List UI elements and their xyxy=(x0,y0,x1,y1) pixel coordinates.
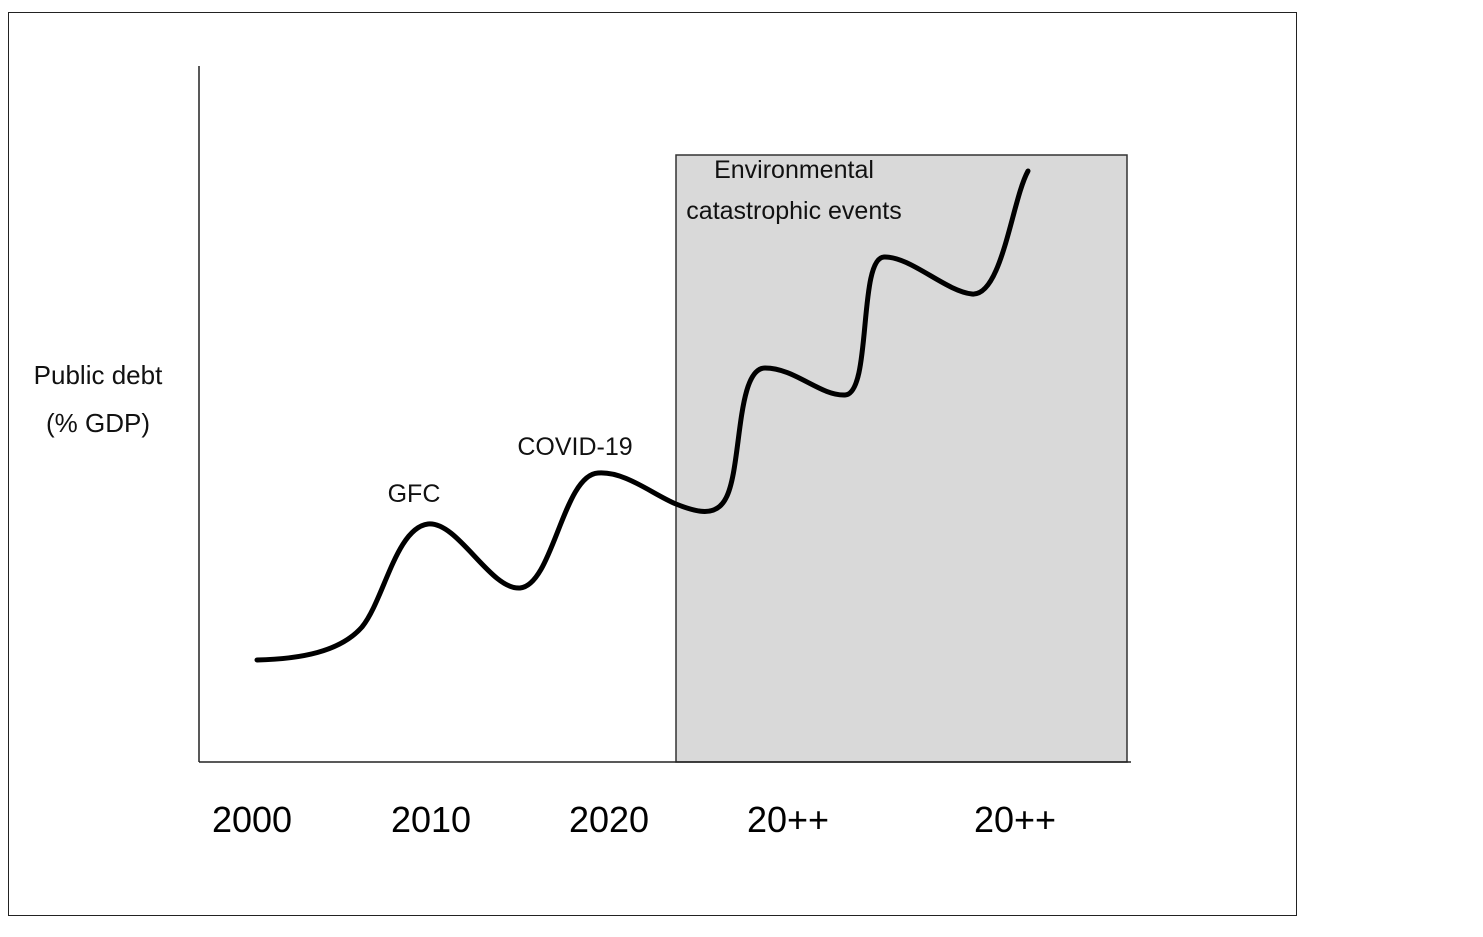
x-tick-label: 2000 xyxy=(212,799,292,840)
y-axis-label-line-1: Public debt xyxy=(34,360,163,390)
public-debt-curve xyxy=(254,168,1031,663)
shaded-region xyxy=(675,154,1128,763)
shaded-region-label-line-1: Environmental xyxy=(714,156,874,184)
x-tick-label: 2020 xyxy=(569,799,649,840)
shaded-region-label-line-2: catastrophic events xyxy=(686,197,901,225)
annotation-gfc: GFC xyxy=(388,480,441,508)
figure-frame xyxy=(8,12,1297,916)
annotation-covid-19: COVID-19 xyxy=(517,433,632,461)
x-tick-label: 20++ xyxy=(974,799,1056,840)
x-tick-label: 20++ xyxy=(747,799,829,840)
y-axis-label-line-2: (% GDP) xyxy=(46,408,150,438)
x-tick-label: 2010 xyxy=(391,799,471,840)
